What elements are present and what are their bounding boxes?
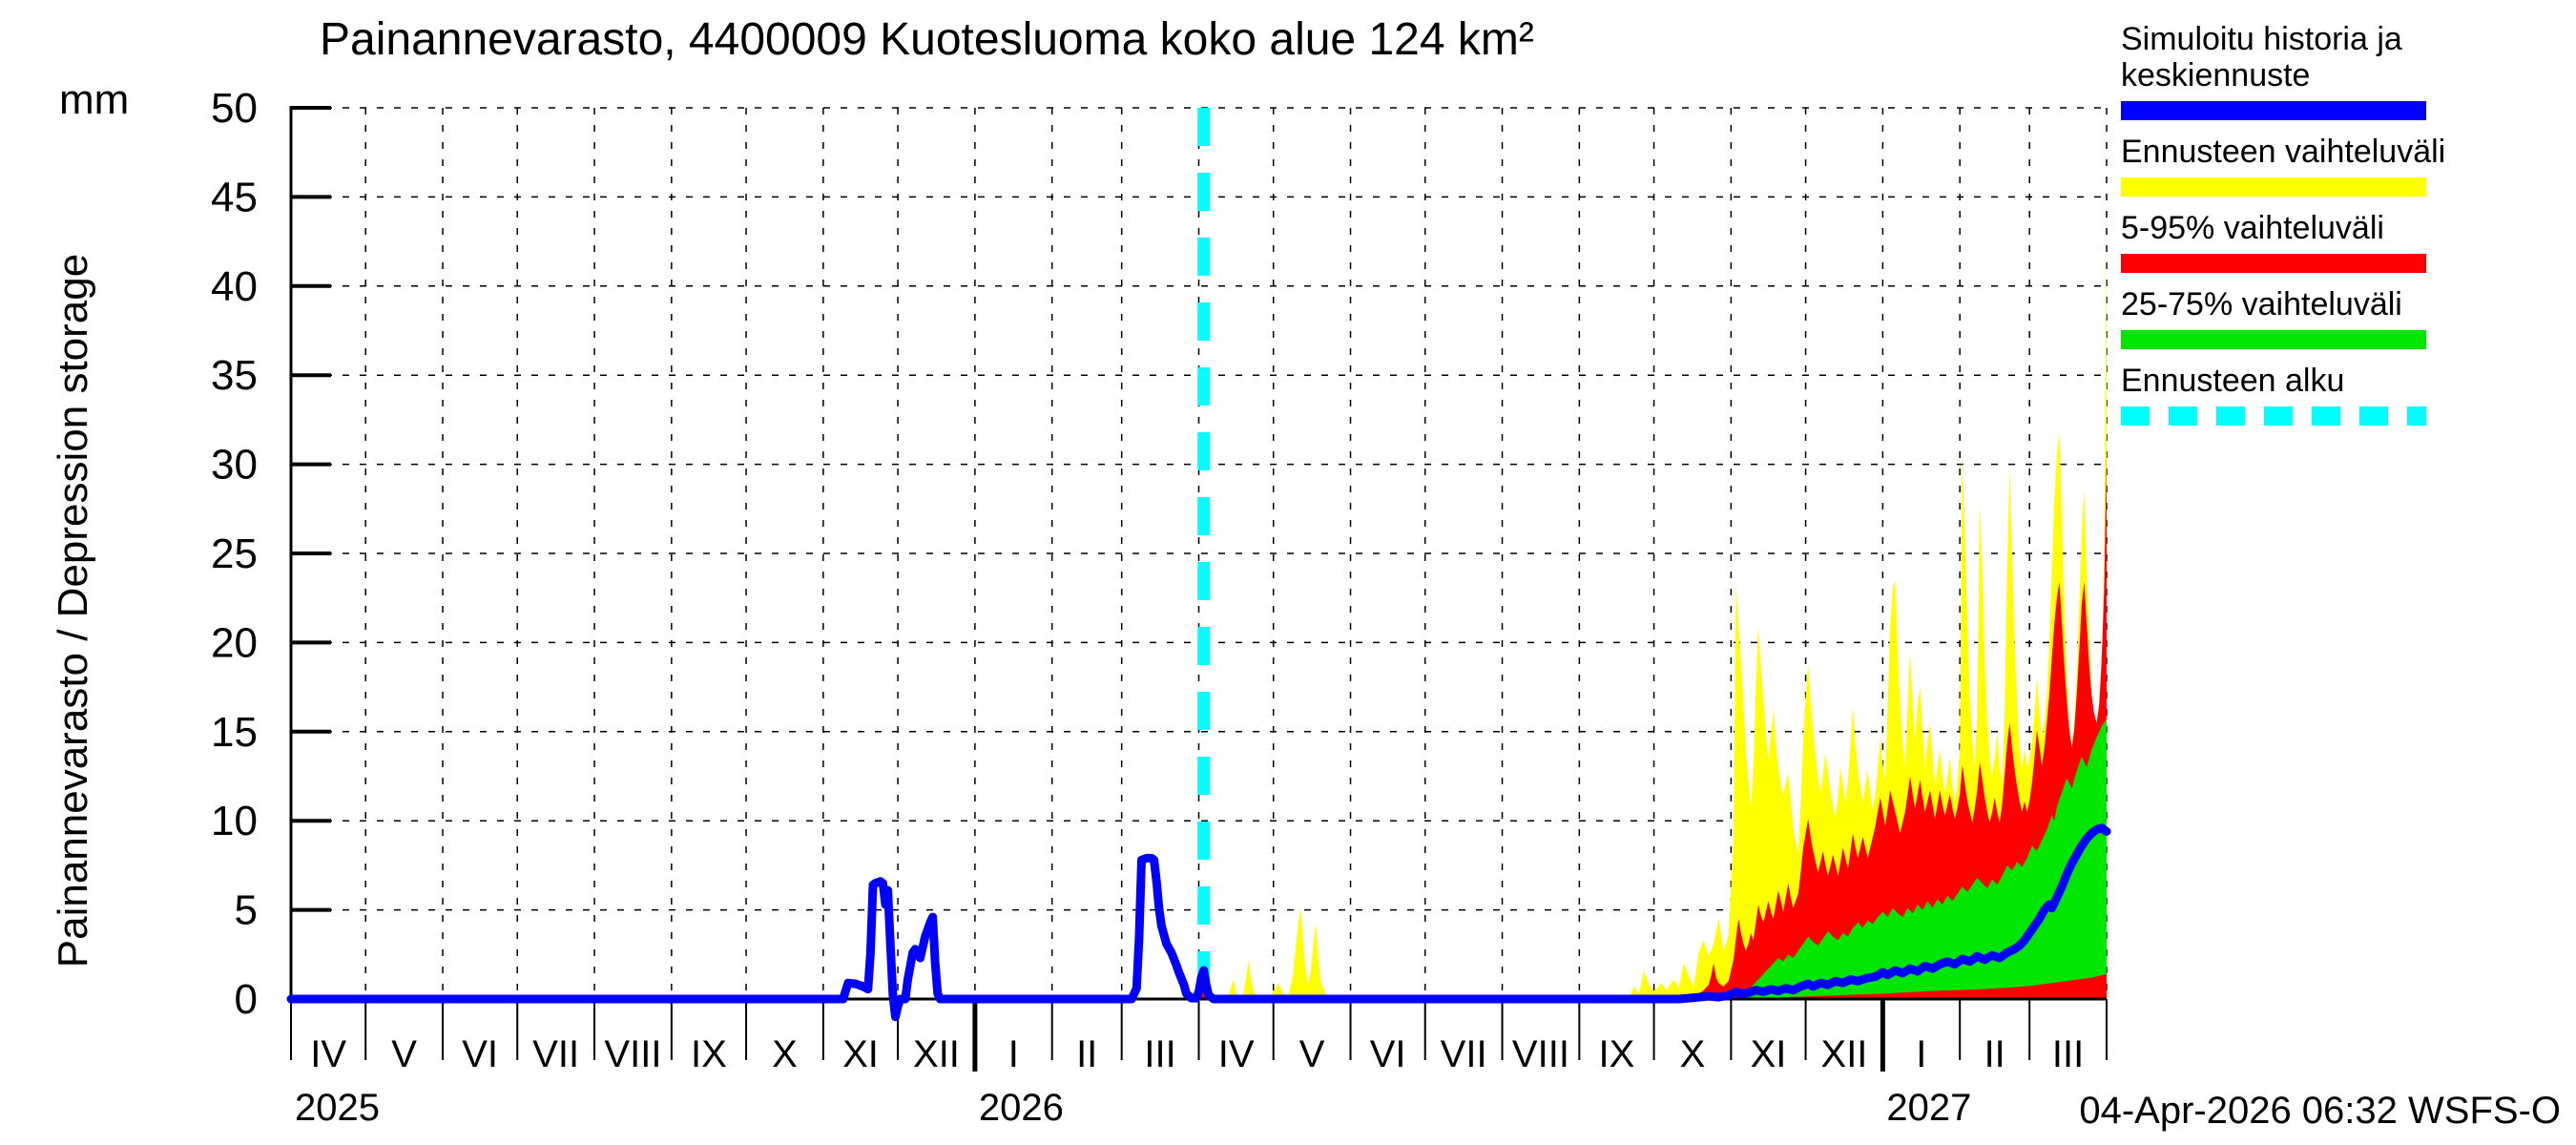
y-tick-label: 30 <box>211 442 258 489</box>
x-month-label: IX <box>1599 1033 1635 1075</box>
blue-line-swatch-icon <box>2121 101 2426 121</box>
x-month-label: IV <box>310 1033 346 1075</box>
legend-item-5-95: 5-95% vaihteluväli <box>2121 210 2565 274</box>
x-month-label: II <box>1076 1033 1097 1075</box>
legend-item-forecast-start: Ennusteen alku <box>2121 363 2565 427</box>
y-tick-label: 45 <box>211 174 258 220</box>
timestamp: 04-Apr-2026 06:32 WSFS-O <box>2079 1090 2561 1132</box>
history-median-line <box>286 823 2111 1022</box>
x-month-label: V <box>391 1033 417 1075</box>
legend-label: Ennusteen vaihteluväli <box>2121 134 2446 171</box>
y-tick-label: 20 <box>211 619 258 666</box>
cyan-dashed-swatch-icon <box>2121 406 2426 427</box>
y-tick-label: 5 <box>235 887 258 934</box>
forecast-bands <box>1198 241 2107 1000</box>
x-month-label: VII <box>1441 1033 1487 1075</box>
x-month-label: I <box>1008 1033 1019 1075</box>
x-month-label: VI <box>1370 1033 1406 1075</box>
y-tick-label: 35 <box>211 352 258 399</box>
x-month-label: IV <box>1218 1033 1255 1075</box>
x-month-label: VII <box>532 1033 579 1075</box>
legend-label: Ennusteen alku <box>2121 363 2345 400</box>
x-month-label: IX <box>691 1033 727 1075</box>
x-month-label: III <box>1144 1033 1175 1075</box>
x-month-label: I <box>1916 1033 1926 1075</box>
x-month-label: V <box>1299 1033 1325 1075</box>
legend-item-25-75: 25-75% vaihteluväli <box>2121 286 2565 350</box>
x-month-label: VIII <box>1512 1033 1569 1075</box>
x-month-label: VI <box>462 1033 498 1075</box>
y-axis-unit-label: mm <box>59 76 130 123</box>
y-tick-label: 40 <box>211 263 258 310</box>
legend-item-forecast-range: Ennusteen vaihteluväli <box>2121 134 2565 198</box>
yellow-line-swatch-icon <box>2121 177 2426 198</box>
green-line-swatch-icon <box>2121 330 2426 350</box>
y-tick-label: 10 <box>211 798 258 844</box>
x-month-label: II <box>1984 1033 2005 1075</box>
y-tick-label: 0 <box>235 976 258 1023</box>
x-month-label: III <box>2052 1033 2084 1075</box>
legend-item-history: Simuloitu historia ja keskiennuste <box>2121 21 2565 121</box>
x-year-label: 2027 <box>1886 1087 1971 1129</box>
x-month-label: XII <box>913 1033 960 1075</box>
legend-label: 5-95% vaihteluväli <box>2121 210 2384 247</box>
y-axis-label: Painannevarasto / Depression storage <box>50 253 96 968</box>
page-title: Painannevarasto, 4400009 Kuotesluoma kok… <box>320 14 1534 65</box>
x-year-label: 2026 <box>979 1087 1064 1129</box>
y-tick-label: 15 <box>211 709 258 756</box>
x-month-label: VIII <box>604 1033 661 1075</box>
y-tick-label: 50 <box>211 85 258 132</box>
x-year-label: 2025 <box>295 1087 380 1129</box>
band-25-75% vaihteluväli <box>1743 718 2107 999</box>
y-tick-label: 25 <box>211 531 258 577</box>
x-month-label: XI <box>1751 1033 1787 1075</box>
x-month-label: XI <box>842 1033 879 1075</box>
legend: Simuloitu historia ja keskiennuste Ennus… <box>2121 21 2565 439</box>
red-line-swatch-icon <box>2121 254 2426 274</box>
legend-label: 25-75% vaihteluväli <box>2121 286 2402 323</box>
band-5-95% vaihteluväli <box>1198 455 2107 999</box>
x-month-label: XII <box>1821 1033 1868 1075</box>
x-month-label: X <box>772 1033 798 1075</box>
legend-label: Simuloitu historia ja keskiennuste <box>2121 21 2402 94</box>
x-month-label: X <box>1680 1033 1706 1075</box>
